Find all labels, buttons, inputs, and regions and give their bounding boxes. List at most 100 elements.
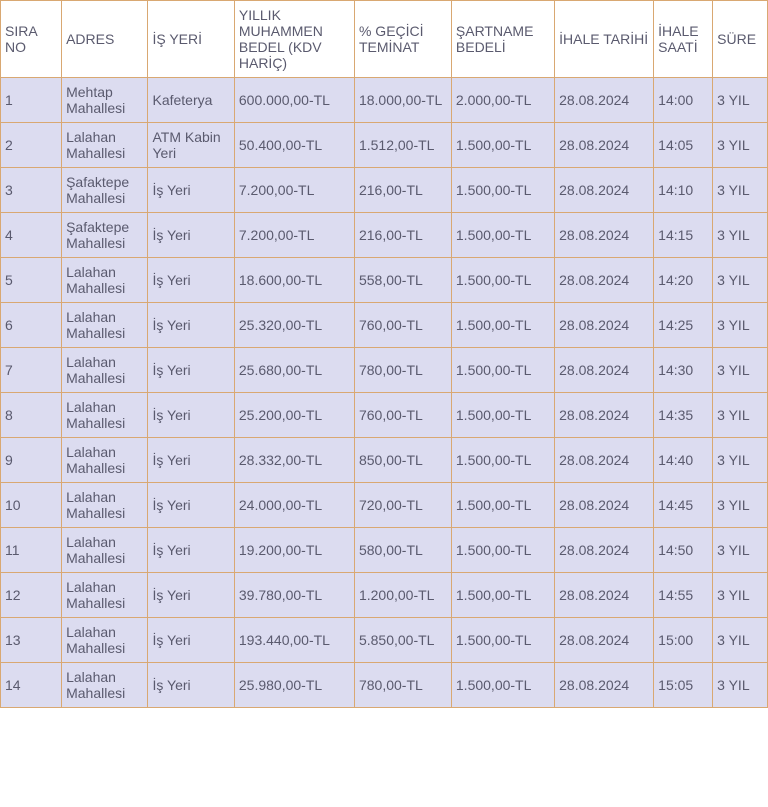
- table-cell: 25.680,00-TL: [234, 348, 354, 393]
- col-header-tarih: İHALE TARİHİ: [555, 1, 654, 78]
- table-cell: 14:30: [654, 348, 713, 393]
- table-cell: 28.08.2024: [555, 303, 654, 348]
- table-cell: 760,00-TL: [354, 303, 451, 348]
- table-cell: 850,00-TL: [354, 438, 451, 483]
- table-cell: 3 YIL: [713, 303, 768, 348]
- table-cell: 28.08.2024: [555, 618, 654, 663]
- table-row: 2Lalahan MahallesiATM Kabin Yeri50.400,0…: [1, 123, 768, 168]
- table-cell: Lalahan Mahallesi: [62, 438, 148, 483]
- table-cell: 28.08.2024: [555, 348, 654, 393]
- table-cell: 13: [1, 618, 62, 663]
- table-cell: Lalahan Mahallesi: [62, 663, 148, 708]
- table-cell: 28.08.2024: [555, 393, 654, 438]
- table-cell: İş Yeri: [148, 348, 234, 393]
- table-cell: 14: [1, 663, 62, 708]
- table-cell: 2.000,00-TL: [451, 78, 554, 123]
- col-header-sira: SIRA NO: [1, 1, 62, 78]
- table-cell: 1.500,00-TL: [451, 528, 554, 573]
- table-cell: 1.500,00-TL: [451, 168, 554, 213]
- table-cell: 28.08.2024: [555, 483, 654, 528]
- table-cell: 3 YIL: [713, 348, 768, 393]
- table-cell: 12: [1, 573, 62, 618]
- table-cell: 28.08.2024: [555, 123, 654, 168]
- table-row: 1Mehtap MahallesiKafeterya600.000,00-TL1…: [1, 78, 768, 123]
- table-header-row: SIRA NO ADRES İŞ YERİ YILLIK MUHAMMEN BE…: [1, 1, 768, 78]
- table-cell: 18.000,00-TL: [354, 78, 451, 123]
- table-cell: 3 YIL: [713, 438, 768, 483]
- table-row: 10Lalahan Mahallesiİş Yeri24.000,00-TL72…: [1, 483, 768, 528]
- table-cell: 28.08.2024: [555, 78, 654, 123]
- table-cell: Lalahan Mahallesi: [62, 123, 148, 168]
- table-row: 9Lalahan Mahallesiİş Yeri28.332,00-TL850…: [1, 438, 768, 483]
- table-cell: İş Yeri: [148, 663, 234, 708]
- table-cell: 10: [1, 483, 62, 528]
- table-cell: 5.850,00-TL: [354, 618, 451, 663]
- table-cell: İş Yeri: [148, 618, 234, 663]
- table-cell: 5: [1, 258, 62, 303]
- table-row: 4Şafaktepe Mahallesiİş Yeri7.200,00-TL21…: [1, 213, 768, 258]
- table-cell: 28.08.2024: [555, 573, 654, 618]
- table-cell: 3 YIL: [713, 573, 768, 618]
- table-cell: 3 YIL: [713, 213, 768, 258]
- table-cell: Lalahan Mahallesi: [62, 393, 148, 438]
- table-cell: Lalahan Mahallesi: [62, 528, 148, 573]
- table-cell: 3 YIL: [713, 528, 768, 573]
- table-cell: 600.000,00-TL: [234, 78, 354, 123]
- table-cell: 1.512,00-TL: [354, 123, 451, 168]
- table-cell: 14:20: [654, 258, 713, 303]
- table-cell: İş Yeri: [148, 483, 234, 528]
- table-row: 6Lalahan Mahallesiİş Yeri25.320,00-TL760…: [1, 303, 768, 348]
- table-cell: 14:35: [654, 393, 713, 438]
- col-header-sartname: ŞARTNAME BEDELİ: [451, 1, 554, 78]
- table-cell: 18.600,00-TL: [234, 258, 354, 303]
- table-cell: İş Yeri: [148, 213, 234, 258]
- table-cell: 1.500,00-TL: [451, 663, 554, 708]
- table-cell: 14:45: [654, 483, 713, 528]
- table-cell: 25.320,00-TL: [234, 303, 354, 348]
- table-cell: Şafaktepe Mahallesi: [62, 213, 148, 258]
- table-cell: 14:05: [654, 123, 713, 168]
- table-row: 14Lalahan Mahallesiİş Yeri25.980,00-TL78…: [1, 663, 768, 708]
- table-cell: Lalahan Mahallesi: [62, 573, 148, 618]
- table-cell: 720,00-TL: [354, 483, 451, 528]
- table-cell: 28.08.2024: [555, 258, 654, 303]
- table-cell: 14:10: [654, 168, 713, 213]
- table-cell: 24.000,00-TL: [234, 483, 354, 528]
- table-cell: 14:25: [654, 303, 713, 348]
- table-cell: İş Yeri: [148, 393, 234, 438]
- ihale-table: SIRA NO ADRES İŞ YERİ YILLIK MUHAMMEN BE…: [0, 0, 768, 708]
- table-cell: İş Yeri: [148, 168, 234, 213]
- table-cell: 14:55: [654, 573, 713, 618]
- table-cell: 3 YIL: [713, 393, 768, 438]
- table-row: 13Lalahan Mahallesiİş Yeri193.440,00-TL5…: [1, 618, 768, 663]
- table-cell: 1.500,00-TL: [451, 348, 554, 393]
- table-cell: 25.980,00-TL: [234, 663, 354, 708]
- table-cell: 216,00-TL: [354, 213, 451, 258]
- table-cell: 1.500,00-TL: [451, 438, 554, 483]
- table-cell: Kafeterya: [148, 78, 234, 123]
- table-cell: 3 YIL: [713, 663, 768, 708]
- table-cell: 1.200,00-TL: [354, 573, 451, 618]
- table-cell: 760,00-TL: [354, 393, 451, 438]
- table-cell: 9: [1, 438, 62, 483]
- table-cell: 28.08.2024: [555, 663, 654, 708]
- table-row: 8Lalahan Mahallesiİş Yeri25.200,00-TL760…: [1, 393, 768, 438]
- table-cell: 25.200,00-TL: [234, 393, 354, 438]
- table-row: 5Lalahan Mahallesiİş Yeri18.600,00-TL558…: [1, 258, 768, 303]
- table-cell: 580,00-TL: [354, 528, 451, 573]
- col-header-bedel: YILLIK MUHAMMEN BEDEL (KDV HARİÇ): [234, 1, 354, 78]
- table-row: 3Şafaktepe Mahallesiİş Yeri7.200,00-TL21…: [1, 168, 768, 213]
- table-cell: 7.200,00-TL: [234, 168, 354, 213]
- table-cell: 28.08.2024: [555, 528, 654, 573]
- table-cell: 8: [1, 393, 62, 438]
- col-header-isyeri: İŞ YERİ: [148, 1, 234, 78]
- table-cell: 780,00-TL: [354, 663, 451, 708]
- table-cell: 1.500,00-TL: [451, 213, 554, 258]
- table-cell: İş Yeri: [148, 573, 234, 618]
- table-cell: 780,00-TL: [354, 348, 451, 393]
- table-cell: Lalahan Mahallesi: [62, 348, 148, 393]
- table-cell: 3 YIL: [713, 168, 768, 213]
- table-cell: 7.200,00-TL: [234, 213, 354, 258]
- table-cell: İş Yeri: [148, 303, 234, 348]
- table-cell: Şafaktepe Mahallesi: [62, 168, 148, 213]
